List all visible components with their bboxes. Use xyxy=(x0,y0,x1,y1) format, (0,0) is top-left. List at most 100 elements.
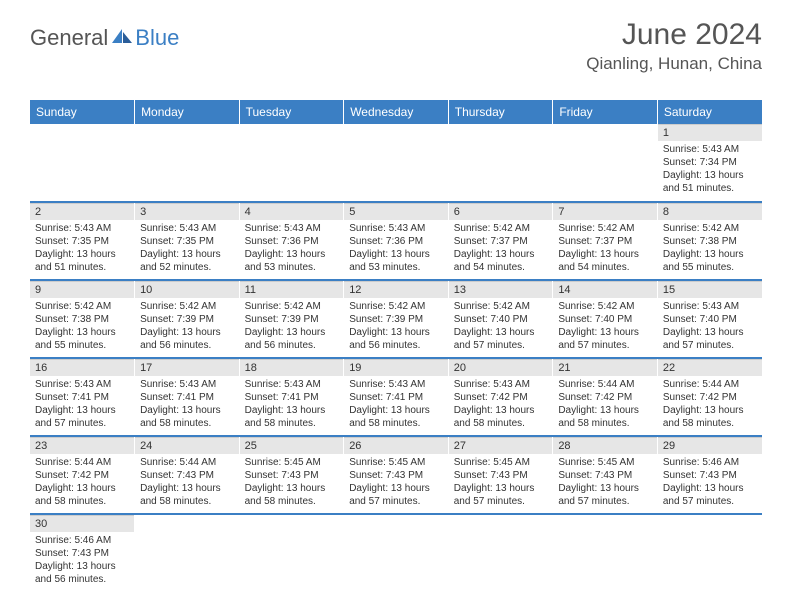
day-number: 2 xyxy=(30,203,134,220)
sunset-line: Sunset: 7:36 PM xyxy=(245,235,339,248)
sunrise-line: Sunrise: 5:46 AM xyxy=(35,534,129,547)
sunrise-line: Sunrise: 5:43 AM xyxy=(663,300,757,313)
sunset-line: Sunset: 7:37 PM xyxy=(558,235,652,248)
sunrise-line: Sunrise: 5:44 AM xyxy=(663,378,757,391)
calendar-day-cell: 5Sunrise: 5:43 AMSunset: 7:36 PMDaylight… xyxy=(344,202,449,280)
calendar-week-row: 23Sunrise: 5:44 AMSunset: 7:42 PMDayligh… xyxy=(30,436,762,514)
day-number: 26 xyxy=(344,437,448,454)
daylight-line: Daylight: 13 hours and 55 minutes. xyxy=(663,248,757,274)
daylight-line: Daylight: 13 hours and 57 minutes. xyxy=(558,326,652,352)
day-details: Sunrise: 5:43 AMSunset: 7:41 PMDaylight:… xyxy=(344,376,448,434)
daylight-line: Daylight: 13 hours and 58 minutes. xyxy=(35,482,129,508)
daylight-line: Daylight: 13 hours and 57 minutes. xyxy=(558,482,652,508)
day-number: 8 xyxy=(658,203,762,220)
daylight-line: Daylight: 13 hours and 56 minutes. xyxy=(349,326,443,352)
day-details: Sunrise: 5:44 AMSunset: 7:43 PMDaylight:… xyxy=(135,454,239,512)
sunset-line: Sunset: 7:40 PM xyxy=(663,313,757,326)
calendar-day-cell: 6Sunrise: 5:42 AMSunset: 7:37 PMDaylight… xyxy=(448,202,553,280)
calendar-day-cell: 28Sunrise: 5:45 AMSunset: 7:43 PMDayligh… xyxy=(553,436,658,514)
day-details: Sunrise: 5:44 AMSunset: 7:42 PMDaylight:… xyxy=(553,376,657,434)
daylight-line: Daylight: 13 hours and 51 minutes. xyxy=(663,169,757,195)
calendar-day-cell: 3 Sunrise: 5:43 AMSunset: 7:35 PMDaylight… xyxy=(135,202,240,280)
daylight-line: Daylight: 13 hours and 58 minutes. xyxy=(140,404,234,430)
sunset-line: Sunset: 7:40 PM xyxy=(454,313,548,326)
calendar-day-cell: 15Sunrise: 5:43 AMSunset: 7:40 PMDayligh… xyxy=(657,280,762,358)
daylight-line: Daylight: 13 hours and 53 minutes. xyxy=(245,248,339,274)
daylight-line: Daylight: 13 hours and 56 minutes. xyxy=(140,326,234,352)
sunrise-line: Sunrise: 5:45 AM xyxy=(454,456,548,469)
sunrise-line: Sunrise: 5:42 AM xyxy=(663,222,757,235)
day-details: Sunrise: 5:42 AMSunset: 7:38 PMDaylight:… xyxy=(658,220,762,278)
daylight-line: Daylight: 13 hours and 56 minutes. xyxy=(35,560,129,586)
day-number: 30 xyxy=(30,515,134,532)
day-number: 28 xyxy=(553,437,657,454)
sunset-line: Sunset: 7:37 PM xyxy=(454,235,548,248)
sunset-line: Sunset: 7:39 PM xyxy=(349,313,443,326)
calendar-day-cell: 9Sunrise: 5:42 AMSunset: 7:38 PMDaylight… xyxy=(30,280,135,358)
day-details: Sunrise: 5:42 AMSunset: 7:39 PMDaylight:… xyxy=(344,298,448,356)
day-details: Sunrise: 5:46 AMSunset: 7:43 PMDaylight:… xyxy=(30,532,134,590)
sunrise-line: Sunrise: 5:42 AM xyxy=(558,222,652,235)
day-details: Sunrise: 5:45 AMSunset: 7:43 PMDaylight:… xyxy=(553,454,657,512)
daylight-line: Daylight: 13 hours and 55 minutes. xyxy=(35,326,129,352)
sunrise-line: Sunrise: 5:45 AM xyxy=(349,456,443,469)
calendar-week-row: 16Sunrise: 5:43 AMSunset: 7:41 PMDayligh… xyxy=(30,358,762,436)
calendar-day-cell: 23Sunrise: 5:44 AMSunset: 7:42 PMDayligh… xyxy=(30,436,135,514)
calendar-empty-cell xyxy=(553,514,658,592)
day-number: 10 xyxy=(135,281,239,298)
sunrise-line: Sunrise: 5:43 AM xyxy=(349,222,443,235)
calendar-day-cell: 30Sunrise: 5:46 AMSunset: 7:43 PMDayligh… xyxy=(30,514,135,592)
calendar-week-row: 2Sunrise: 5:43 AMSunset: 7:35 PMDaylight… xyxy=(30,202,762,280)
calendar-empty-cell xyxy=(657,514,762,592)
weekday-header: Monday xyxy=(135,100,240,124)
day-details: Sunrise: 5:43 AMSunset: 7:41 PMDaylight:… xyxy=(135,376,239,434)
calendar-day-cell: 27Sunrise: 5:45 AMSunset: 7:43 PMDayligh… xyxy=(448,436,553,514)
daylight-line: Daylight: 13 hours and 58 minutes. xyxy=(663,404,757,430)
sunrise-line: Sunrise: 5:43 AM xyxy=(35,222,129,235)
sunset-line: Sunset: 7:35 PM xyxy=(140,235,234,248)
calendar-day-cell: 21Sunrise: 5:44 AMSunset: 7:42 PMDayligh… xyxy=(553,358,658,436)
daylight-line: Daylight: 13 hours and 51 minutes. xyxy=(35,248,129,274)
sunset-line: Sunset: 7:42 PM xyxy=(663,391,757,404)
sunrise-line: Sunrise: 5:42 AM xyxy=(35,300,129,313)
weekday-header: Saturday xyxy=(657,100,762,124)
calendar-day-cell: 17Sunrise: 5:43 AMSunset: 7:41 PMDayligh… xyxy=(135,358,240,436)
calendar-day-cell: 24Sunrise: 5:44 AMSunset: 7:43 PMDayligh… xyxy=(135,436,240,514)
day-details: Sunrise: 5:44 AMSunset: 7:42 PMDaylight:… xyxy=(658,376,762,434)
day-number: 3 xyxy=(135,203,239,220)
calendar-empty-cell xyxy=(239,124,344,202)
calendar-empty-cell xyxy=(135,124,240,202)
day-number: 27 xyxy=(449,437,553,454)
sunrise-line: Sunrise: 5:43 AM xyxy=(140,222,234,235)
day-number: 21 xyxy=(553,359,657,376)
day-details: Sunrise: 5:42 AMSunset: 7:37 PMDaylight:… xyxy=(449,220,553,278)
sunset-line: Sunset: 7:43 PM xyxy=(558,469,652,482)
calendar-empty-cell xyxy=(553,124,658,202)
calendar-day-cell: 8Sunrise: 5:42 AMSunset: 7:38 PMDaylight… xyxy=(657,202,762,280)
weekday-header: Friday xyxy=(553,100,658,124)
calendar-empty-cell xyxy=(344,514,449,592)
calendar-day-cell: 10Sunrise: 5:42 AMSunset: 7:39 PMDayligh… xyxy=(135,280,240,358)
day-number: 19 xyxy=(344,359,448,376)
sunrise-line: Sunrise: 5:43 AM xyxy=(454,378,548,391)
sunrise-line: Sunrise: 5:42 AM xyxy=(140,300,234,313)
sunrise-line: Sunrise: 5:42 AM xyxy=(245,300,339,313)
calendar-day-cell: 16Sunrise: 5:43 AMSunset: 7:41 PMDayligh… xyxy=(30,358,135,436)
day-number: 18 xyxy=(240,359,344,376)
daylight-line: Daylight: 13 hours and 58 minutes. xyxy=(245,404,339,430)
day-details: Sunrise: 5:45 AMSunset: 7:43 PMDaylight:… xyxy=(344,454,448,512)
weekday-header: Wednesday xyxy=(344,100,449,124)
day-number: 12 xyxy=(344,281,448,298)
day-details: Sunrise: 5:43 AMSunset: 7:40 PMDaylight:… xyxy=(658,298,762,356)
sunset-line: Sunset: 7:41 PM xyxy=(349,391,443,404)
daylight-line: Daylight: 13 hours and 52 minutes. xyxy=(140,248,234,274)
calendar-day-cell: 1Sunrise: 5:43 AMSunset: 7:34 PMDaylight… xyxy=(657,124,762,202)
sunrise-line: Sunrise: 5:46 AM xyxy=(663,456,757,469)
day-details: Sunrise: 5:43 AMSunset: 7:36 PMDaylight:… xyxy=(344,220,448,278)
day-number: 29 xyxy=(658,437,762,454)
day-details: Sunrise: 5:42 AMSunset: 7:38 PMDaylight:… xyxy=(30,298,134,356)
daylight-line: Daylight: 13 hours and 54 minutes. xyxy=(454,248,548,274)
calendar-day-cell: 11Sunrise: 5:42 AMSunset: 7:39 PMDayligh… xyxy=(239,280,344,358)
day-details: Sunrise: 5:42 AMSunset: 7:40 PMDaylight:… xyxy=(553,298,657,356)
logo: General Blue xyxy=(30,25,179,51)
